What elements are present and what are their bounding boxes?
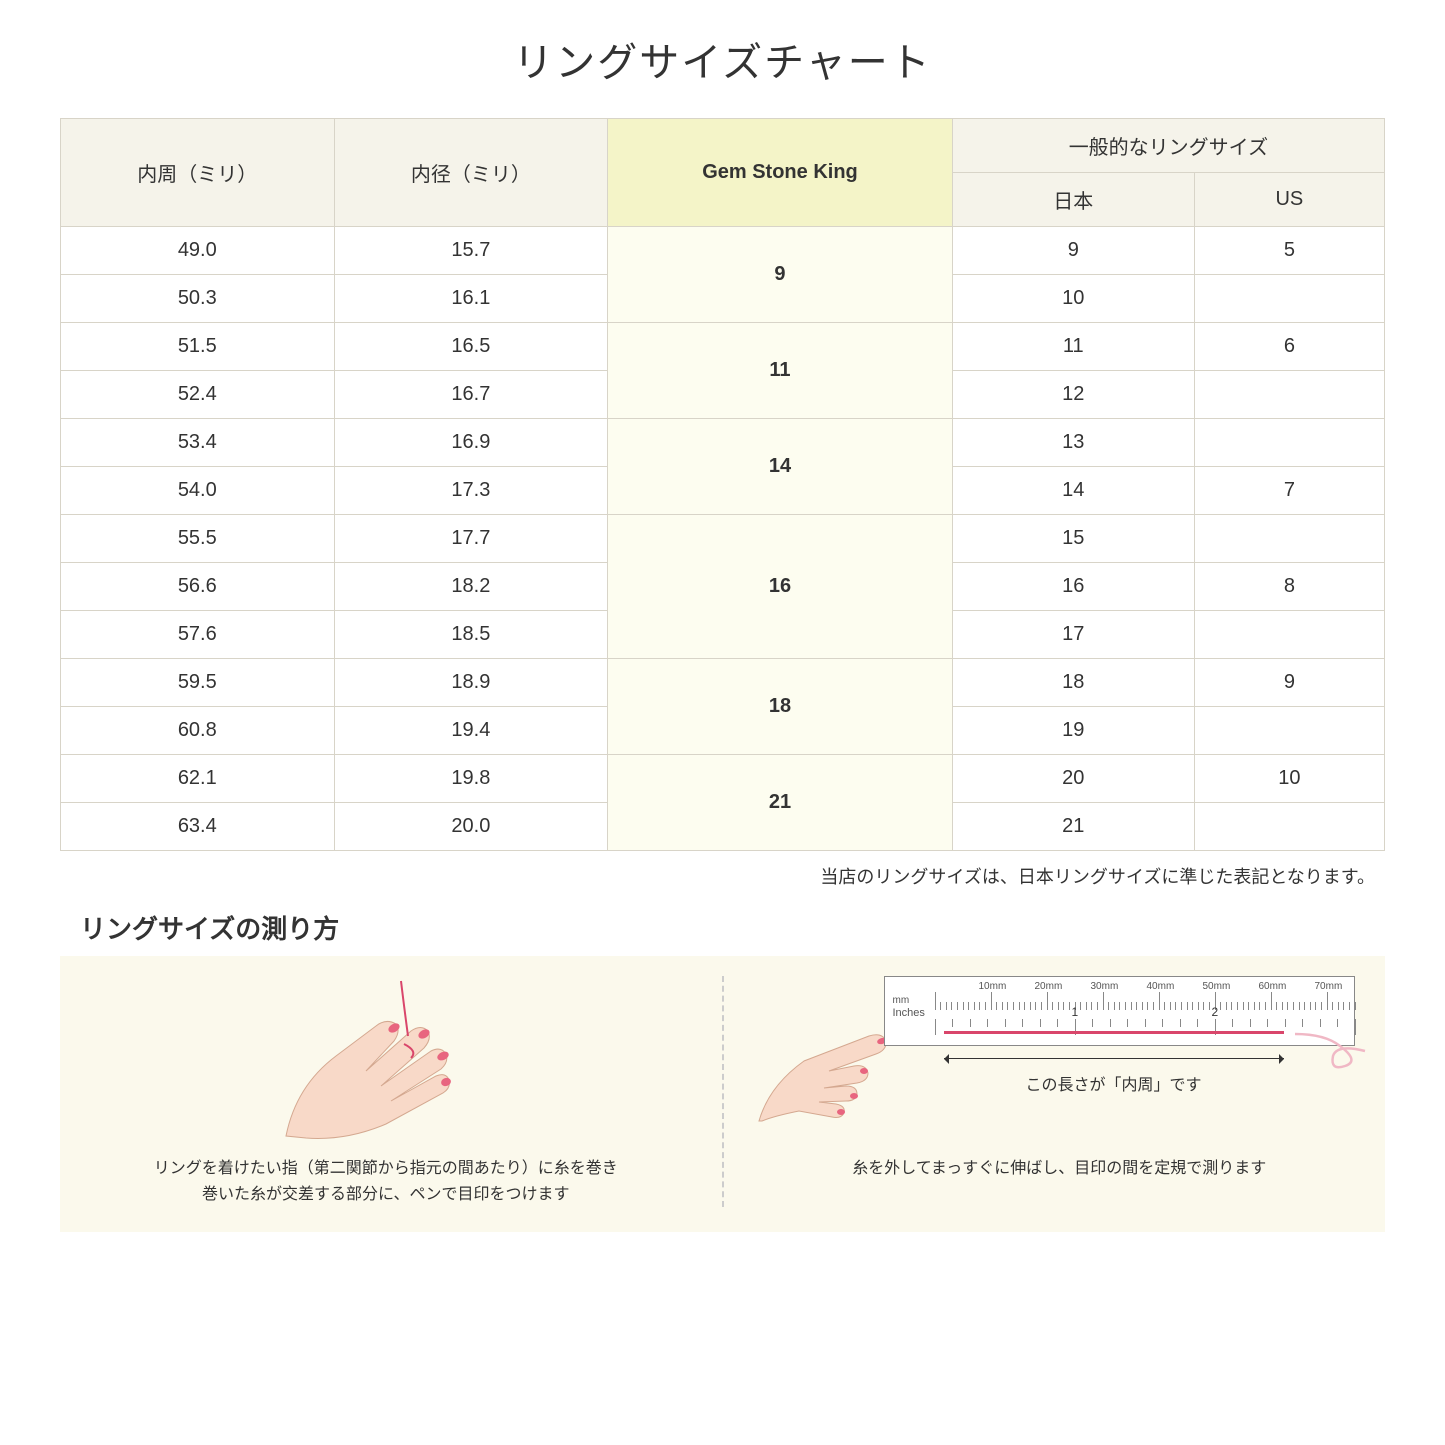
cell-circumference: 50.3 [61,275,335,323]
table-row: 49.015.7995 [61,227,1385,275]
howto-step-1: リングを着けたい指（第二関節から指元の間あたり）に糸を巻き巻いた糸が交差する部分… [90,976,682,1207]
cell-us: 10 [1194,755,1384,803]
cell-us [1194,707,1384,755]
cell-circumference: 53.4 [61,419,335,467]
header-circumference: 内周（ミリ） [61,119,335,227]
header-japan: 日本 [952,173,1194,227]
cell-us [1194,275,1384,323]
cell-circumference: 59.5 [61,659,335,707]
cell-circumference: 63.4 [61,803,335,851]
cell-gsk: 18 [608,659,953,755]
howto-title: リングサイズの測り方 [60,909,1385,946]
table-row: 55.517.71615 [61,515,1385,563]
header-us: US [1194,173,1384,227]
howto-divider [722,976,724,1207]
cell-japan: 10 [952,275,1194,323]
ruler-mm-mark: 20mm [1035,981,1063,992]
cell-japan: 16 [952,563,1194,611]
thread-line [944,1031,1284,1034]
hand-point-illustration [754,1006,904,1126]
cell-circumference: 52.4 [61,371,335,419]
cell-circumference: 60.8 [61,707,335,755]
ruler-mm-label: mm [893,995,910,1006]
cell-japan: 18 [952,659,1194,707]
howto-step-1-text: リングを着けたい指（第二関節から指元の間あたり）に糸を巻き巻いた糸が交差する部分… [90,1156,682,1207]
cell-circumference: 57.6 [61,611,335,659]
cell-japan: 21 [952,803,1194,851]
table-row: 62.119.8212010 [61,755,1385,803]
cell-japan: 11 [952,323,1194,371]
ruler-mm-mark: 30mm [1091,981,1119,992]
length-arrow [944,1058,1284,1059]
ruler-mm-mark: 70mm [1315,981,1343,992]
cell-japan: 12 [952,371,1194,419]
cell-diameter: 20.0 [334,803,608,851]
header-gsk: Gem Stone King [608,119,953,227]
page-title: リングサイズチャート [60,30,1385,88]
cell-diameter: 17.7 [334,515,608,563]
cell-japan: 9 [952,227,1194,275]
cell-diameter: 16.1 [334,275,608,323]
table-row: 59.518.918189 [61,659,1385,707]
cell-us: 8 [1194,563,1384,611]
howto-panel: リングを着けたい指（第二関節から指元の間あたり）に糸を巻き巻いた糸が交差する部分… [60,956,1385,1232]
howto-step-2-text: 糸を外してまっすぐに伸ばし、目印の間を定規で測ります [764,1156,1356,1182]
cell-circumference: 55.5 [61,515,335,563]
size-note: 当店のリングサイズは、日本リングサイズに準じた表記となります。 [60,863,1385,889]
cell-diameter: 16.7 [334,371,608,419]
cell-gsk: 9 [608,227,953,323]
cell-us [1194,611,1384,659]
header-general-group: 一般的なリングサイズ [952,119,1384,173]
cell-us [1194,515,1384,563]
cell-gsk: 16 [608,515,953,659]
hand-wrap-illustration [246,976,526,1146]
ruler-inch-mark: 2 [1212,1005,1219,1019]
cell-us [1194,419,1384,467]
cell-circumference: 49.0 [61,227,335,275]
cell-japan: 17 [952,611,1194,659]
cell-circumference: 54.0 [61,467,335,515]
table-row: 53.416.91413 [61,419,1385,467]
cell-japan: 14 [952,467,1194,515]
ruler-inches-label: Inches [893,1007,925,1019]
cell-diameter: 18.2 [334,563,608,611]
ring-size-table: 内周（ミリ） 内径（ミリ） Gem Stone King 一般的なリングサイズ … [60,118,1385,851]
cell-us: 6 [1194,323,1384,371]
cell-us: 5 [1194,227,1384,275]
cell-gsk: 11 [608,323,953,419]
cell-japan: 20 [952,755,1194,803]
howto-step-2: mm Inches 10mm 20mm 30mm 40mm 50mm 60mm 70mm 1 2… [764,976,1356,1207]
ruler-inch-mark: 1 [1072,1005,1079,1019]
cell-gsk: 14 [608,419,953,515]
cell-japan: 13 [952,419,1194,467]
cell-diameter: 16.5 [334,323,608,371]
ruler-mm-mark: 60mm [1259,981,1287,992]
cell-diameter: 17.3 [334,467,608,515]
cell-diameter: 15.7 [334,227,608,275]
ruler-mm-mark: 40mm [1147,981,1175,992]
cell-circumference: 62.1 [61,755,335,803]
cell-japan: 19 [952,707,1194,755]
ruler-mm-mark: 50mm [1203,981,1231,992]
cell-us: 9 [1194,659,1384,707]
length-label: この長さが「内周」です [944,1071,1284,1095]
cell-diameter: 18.9 [334,659,608,707]
table-row: 51.516.511116 [61,323,1385,371]
cell-gsk: 21 [608,755,953,851]
cell-diameter: 16.9 [334,419,608,467]
header-diameter: 内径（ミリ） [334,119,608,227]
cell-diameter: 19.4 [334,707,608,755]
cell-us [1194,803,1384,851]
thread-curl [1295,1016,1375,1076]
ruler-mm-mark: 10mm [979,981,1007,992]
cell-circumference: 51.5 [61,323,335,371]
ruler-illustration: mm Inches 10mm 20mm 30mm 40mm 50mm 60mm 70mm 1 2 [884,976,1356,1046]
cell-japan: 15 [952,515,1194,563]
cell-us: 7 [1194,467,1384,515]
cell-circumference: 56.6 [61,563,335,611]
cell-us [1194,371,1384,419]
cell-diameter: 19.8 [334,755,608,803]
cell-diameter: 18.5 [334,611,608,659]
